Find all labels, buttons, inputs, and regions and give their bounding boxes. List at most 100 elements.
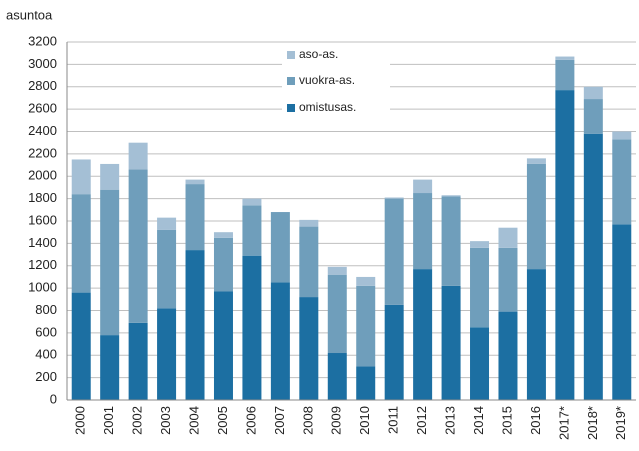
x-tick-label: 2000 xyxy=(73,406,88,435)
y-tick-label: 1600 xyxy=(28,212,57,227)
bar-segment xyxy=(384,304,404,400)
bar-segment xyxy=(526,158,546,164)
x-tick-label: 2018* xyxy=(585,406,600,440)
bar-segment xyxy=(327,266,347,275)
legend-swatch xyxy=(287,77,295,85)
bar-segment xyxy=(213,232,233,238)
bar-segment xyxy=(242,205,262,256)
y-tick-label: 200 xyxy=(35,369,57,384)
bar-segment xyxy=(71,159,91,195)
x-tick-label: 2015 xyxy=(499,406,514,435)
x-tick-label: 2014 xyxy=(471,406,486,435)
legend-label: vuokra-as. xyxy=(299,73,355,87)
bar-segment xyxy=(128,169,148,323)
bar-segment xyxy=(583,133,603,401)
bar-segment xyxy=(128,142,148,170)
legend-swatch xyxy=(287,104,295,112)
x-tick-label: 2013 xyxy=(443,406,458,435)
bar-segment xyxy=(71,292,91,400)
x-tick-label: 2001 xyxy=(101,406,116,435)
x-tick-label: 2009 xyxy=(329,406,344,435)
bar-segment xyxy=(299,226,319,298)
bar-segment xyxy=(213,237,233,292)
x-tick-label: 2019* xyxy=(613,406,628,440)
bar-segment xyxy=(299,297,319,400)
bar-segment xyxy=(612,224,632,400)
x-tick-label: 2002 xyxy=(130,406,145,435)
bar-segment xyxy=(413,179,433,194)
bar-segment xyxy=(413,193,433,270)
legend-swatch xyxy=(287,51,295,59)
bar-segment xyxy=(157,217,177,230)
bar-segment xyxy=(470,241,490,248)
bar-segment xyxy=(555,59,575,91)
legend-label: aso-as. xyxy=(299,47,338,61)
x-tick-label: 2016 xyxy=(528,406,543,435)
bar-segment xyxy=(413,269,433,400)
y-tick-label: 3000 xyxy=(28,56,57,71)
bar-segment xyxy=(384,197,404,199)
bar-segment xyxy=(384,198,404,305)
bar-segment xyxy=(185,250,205,400)
bar-segment xyxy=(555,56,575,60)
x-tick-label: 2005 xyxy=(215,406,230,435)
bar-segment xyxy=(498,247,518,312)
bar-segment xyxy=(441,285,461,400)
y-tick-label: 600 xyxy=(35,324,57,339)
bar-segment xyxy=(526,163,546,270)
bar-segment xyxy=(583,86,603,100)
y-tick-label: 2400 xyxy=(28,123,57,138)
y-tick-label: 800 xyxy=(35,302,57,317)
x-tick-label: 2003 xyxy=(158,406,173,435)
bar-segment xyxy=(583,99,603,134)
bar-segment xyxy=(441,195,461,197)
x-tick-label: 2017* xyxy=(556,406,571,440)
bar-segment xyxy=(270,282,290,400)
bar-segment xyxy=(242,255,262,400)
bar-segment xyxy=(270,212,290,283)
legend-label: omistusas. xyxy=(299,100,356,114)
x-tick-label: 2006 xyxy=(243,406,258,435)
x-tick-label: 2004 xyxy=(186,406,201,435)
bar-segment xyxy=(526,269,546,400)
y-tick-label: 2000 xyxy=(28,168,57,183)
bar-segment xyxy=(71,194,91,293)
y-tick-label: 1000 xyxy=(28,280,57,295)
x-tick-label: 2007 xyxy=(272,406,287,435)
bar-segment xyxy=(213,291,233,400)
y-tick-label: 2800 xyxy=(28,78,57,93)
x-tick-label: 2010 xyxy=(357,406,372,435)
bar-segment xyxy=(441,196,461,286)
bar-segment xyxy=(100,335,120,400)
bar-segment xyxy=(498,227,518,248)
bar-segment xyxy=(157,308,177,400)
bar-segment xyxy=(157,229,177,309)
y-tick-label: 3200 xyxy=(28,33,57,48)
bar-segment xyxy=(612,131,632,140)
bar-segment xyxy=(299,219,319,227)
bar-segment xyxy=(498,311,518,400)
bar-segment xyxy=(470,247,490,328)
bar-segment xyxy=(356,276,376,286)
bar-segment xyxy=(100,189,120,336)
y-tick-label: 1800 xyxy=(28,190,57,205)
y-tick-label: 2600 xyxy=(28,101,57,116)
y-tick-label: 400 xyxy=(35,347,57,362)
bar-segment xyxy=(242,198,262,206)
x-tick-label: 2008 xyxy=(300,406,315,435)
x-tick-label: 2011 xyxy=(386,406,401,434)
legend-box xyxy=(282,46,390,118)
bar-segment xyxy=(185,179,205,185)
y-tick-label: 0 xyxy=(50,391,57,406)
y-tick-label: 1200 xyxy=(28,257,57,272)
bar-segment xyxy=(185,184,205,251)
y-tick-label: 1400 xyxy=(28,235,57,250)
bar-segment xyxy=(327,274,347,354)
bar-segment xyxy=(555,90,575,400)
y-tick-label: 2200 xyxy=(28,145,57,160)
bar-segment xyxy=(327,353,347,400)
bar-segment xyxy=(356,285,376,367)
bar-segment xyxy=(356,366,376,400)
bar-segment xyxy=(100,163,120,190)
